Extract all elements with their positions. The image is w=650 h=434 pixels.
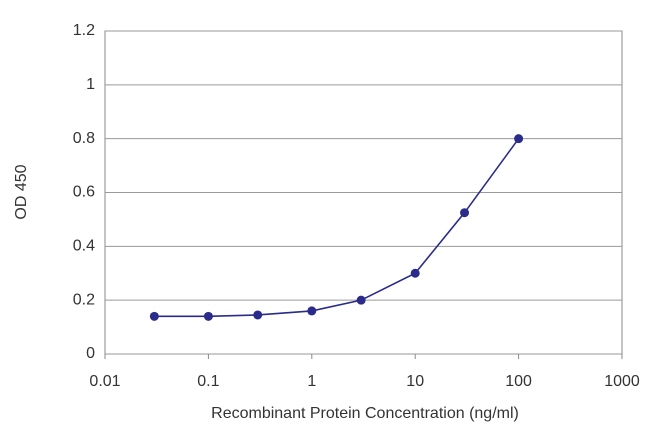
data-point xyxy=(514,134,524,144)
x-tick-label: 10 xyxy=(406,373,424,390)
data-point xyxy=(460,208,470,218)
y-axis-label: OD 450 xyxy=(13,164,30,219)
data-point xyxy=(253,310,263,320)
data-point xyxy=(149,311,159,321)
y-tick-label: 1 xyxy=(86,76,95,93)
y-tick-label: 0.4 xyxy=(73,238,95,255)
data-point xyxy=(410,268,420,278)
y-tick-label: 0.6 xyxy=(73,184,95,201)
y-tick-label: 0.8 xyxy=(73,130,95,147)
x-tick-label: 1000 xyxy=(604,373,640,390)
x-axis-label: Recombinant Protein Concentration (ng/ml… xyxy=(211,405,519,422)
x-tick-label: 1 xyxy=(307,373,316,390)
x-tick-label: 0.1 xyxy=(197,373,219,390)
x-tick-label: 0.01 xyxy=(89,373,120,390)
data-line xyxy=(154,138,520,318)
y-tick-label: 1.2 xyxy=(73,22,95,39)
data-point xyxy=(356,295,366,305)
data-point xyxy=(203,311,213,321)
y-tick-label: 0.2 xyxy=(73,291,95,308)
data-point xyxy=(307,306,317,316)
y-tick-label: 0 xyxy=(86,345,95,362)
x-tick-label: 100 xyxy=(505,373,532,390)
